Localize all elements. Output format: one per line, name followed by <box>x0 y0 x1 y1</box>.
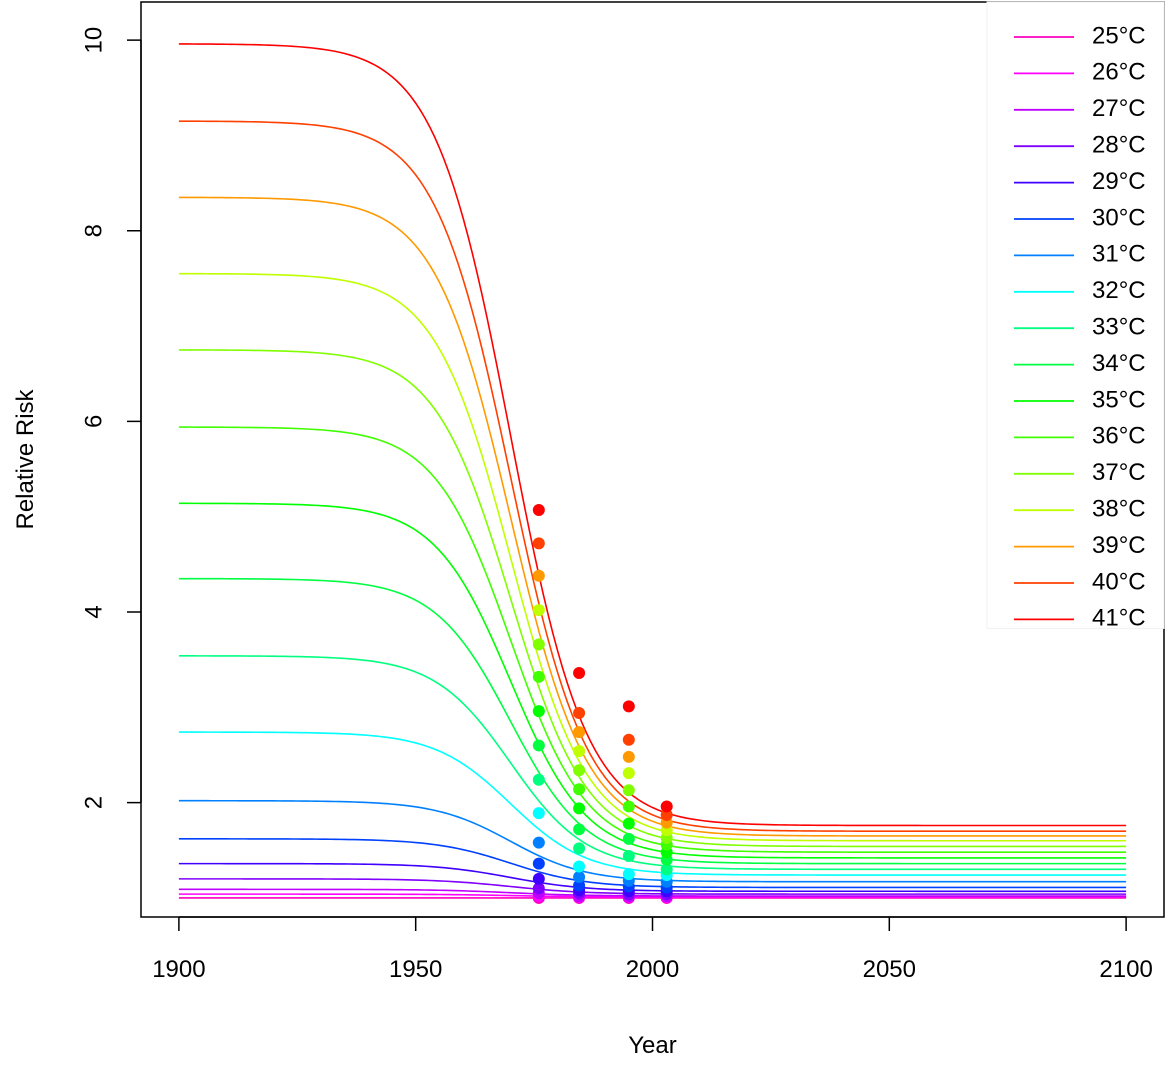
data-point <box>622 868 635 881</box>
data-point <box>532 705 545 718</box>
data-point <box>573 879 586 892</box>
data-point <box>573 764 586 777</box>
series-layer <box>178 43 1127 899</box>
data-point <box>622 817 635 830</box>
data-point <box>532 773 545 786</box>
data-point <box>622 832 635 845</box>
data-point <box>532 857 545 870</box>
legend-label: 28°C <box>1092 132 1146 159</box>
series-line <box>178 838 1127 889</box>
legend-label: 40°C <box>1092 568 1146 595</box>
data-point <box>532 739 545 752</box>
legend-label: 39°C <box>1092 532 1146 559</box>
data-point <box>532 638 545 651</box>
data-point <box>573 707 586 720</box>
legend-box <box>986 1 1165 629</box>
legend-label: 25°C <box>1092 22 1146 49</box>
data-point <box>532 569 545 582</box>
data-point <box>622 700 635 713</box>
data-point <box>573 842 586 855</box>
data-point <box>660 800 673 813</box>
y-tick-label: 8 <box>80 224 107 237</box>
legend-label: 38°C <box>1092 496 1146 523</box>
series-line <box>178 799 1127 883</box>
legend-label: 26°C <box>1092 59 1146 86</box>
x-tick-label: 2050 <box>863 956 916 983</box>
x-tick-label: 1900 <box>152 956 205 983</box>
data-point <box>622 800 635 813</box>
data-point <box>660 809 673 822</box>
series-line <box>178 349 1127 848</box>
series-line <box>178 731 1127 876</box>
data-point <box>573 823 586 836</box>
legend: 25°C 26°C 27°C 28°C 29°C 30°C 31°C 32°C 33°C 34°C… <box>986 1 1165 632</box>
data-point <box>573 667 586 679</box>
data-point <box>573 870 586 883</box>
legend-label: 32°C <box>1092 277 1146 304</box>
legend-label: 27°C <box>1092 95 1146 122</box>
series-line <box>178 878 1127 895</box>
data-point <box>622 850 635 862</box>
data-point <box>532 537 545 550</box>
legend-label: 33°C <box>1092 314 1146 341</box>
points-layer <box>532 504 673 904</box>
data-point <box>622 784 635 797</box>
data-point <box>532 504 545 517</box>
series-line <box>178 893 1127 898</box>
legend-label: 36°C <box>1092 423 1146 450</box>
series-line <box>178 577 1127 865</box>
data-point <box>573 745 586 758</box>
data-point <box>573 860 586 873</box>
series-line <box>178 655 1127 871</box>
data-point <box>622 767 635 780</box>
series-line <box>178 196 1127 837</box>
data-point <box>532 836 545 849</box>
data-point <box>573 783 586 796</box>
x-tick-label: 2000 <box>626 956 679 983</box>
data-point <box>532 872 545 885</box>
data-point <box>660 863 673 876</box>
data-point <box>532 807 545 820</box>
series-line <box>178 272 1127 842</box>
y-tick-label: 6 <box>80 415 107 428</box>
legend-label: 29°C <box>1092 168 1146 195</box>
legend-label: 41°C <box>1092 605 1146 632</box>
series-line <box>178 43 1127 827</box>
data-point <box>573 802 586 815</box>
x-tick-label: 1950 <box>389 956 442 983</box>
series-line <box>178 426 1127 853</box>
series-line <box>178 120 1127 833</box>
legend-label: 31°C <box>1092 241 1146 268</box>
data-point <box>622 733 635 746</box>
legend-label: 35°C <box>1092 386 1146 413</box>
series-line <box>178 862 1127 893</box>
legend-label: 34°C <box>1092 350 1146 377</box>
y-tick-label: 10 <box>80 27 107 54</box>
series-line <box>178 502 1127 859</box>
data-point <box>532 670 545 683</box>
legend-label: 30°C <box>1092 204 1146 231</box>
data-point <box>532 882 545 895</box>
data-point <box>532 604 545 617</box>
data-point <box>573 726 586 739</box>
x-axis-title: Year <box>628 1032 677 1059</box>
data-point <box>622 750 635 763</box>
series-line <box>178 888 1127 897</box>
x-tick-label: 2100 <box>1099 956 1152 983</box>
y-tick-label: 4 <box>80 605 107 618</box>
legend-label: 37°C <box>1092 459 1146 486</box>
y-axis-title: Relative Risk <box>12 388 39 529</box>
y-tick-label: 2 <box>80 796 107 809</box>
